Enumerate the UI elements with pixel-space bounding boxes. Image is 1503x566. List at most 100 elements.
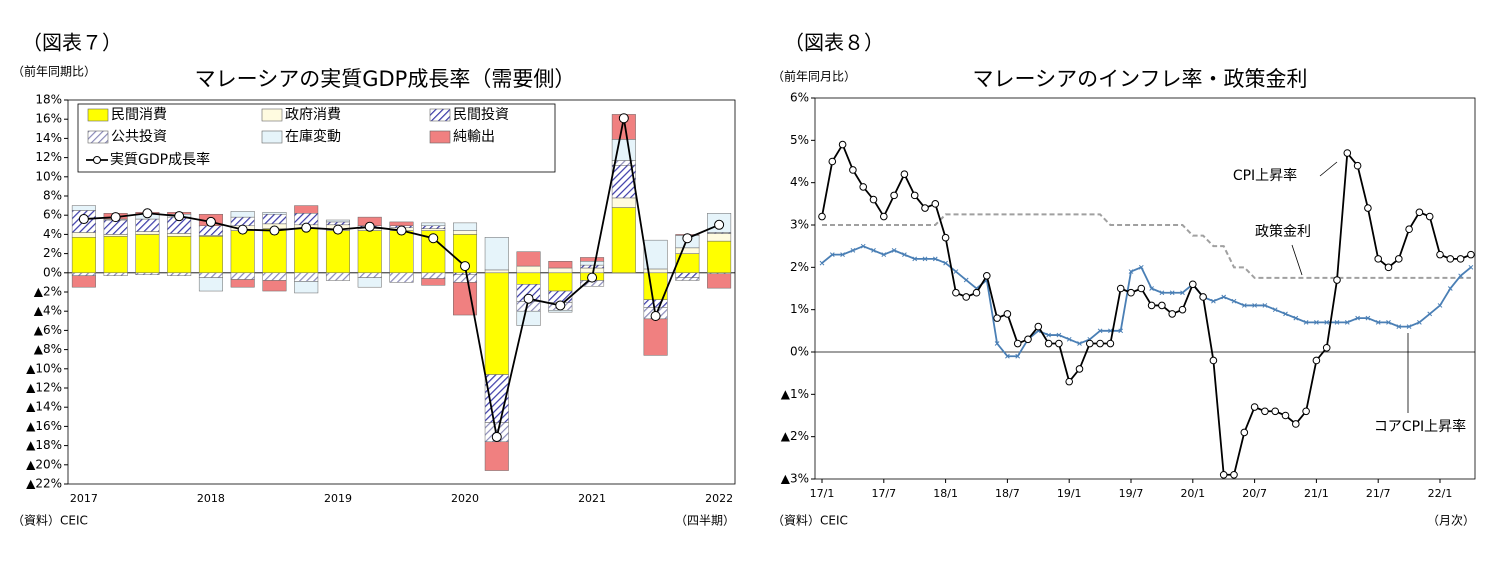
x-axis-label: （四半期） (675, 514, 735, 528)
x-tick-label: 19/1 (1057, 487, 1082, 500)
point-marker (1406, 324, 1412, 329)
point-marker (1446, 255, 1455, 263)
point-marker (859, 183, 868, 191)
bar-segment (516, 272, 541, 285)
point-marker (1024, 335, 1032, 344)
point-marker (1425, 212, 1434, 221)
y-tick-label: 5% (790, 133, 809, 147)
point-marker (1231, 298, 1237, 304)
point-marker (332, 224, 343, 235)
bar-segment (230, 272, 255, 280)
bar-segment (580, 267, 605, 274)
point-marker (142, 208, 153, 219)
bar-segment (325, 219, 350, 223)
point-marker (1396, 324, 1402, 329)
point-marker (1333, 276, 1341, 284)
point-marker (396, 225, 407, 236)
y-tick-label: 18% (35, 93, 62, 107)
bar-segment (230, 211, 255, 218)
series-line (821, 142, 1472, 476)
bar-segment (707, 240, 732, 274)
bar-segment (71, 272, 96, 276)
point-marker (952, 288, 960, 297)
point-marker (881, 252, 887, 257)
point-marker (921, 204, 929, 212)
y-tick-label: 1% (790, 302, 809, 316)
point-marker (880, 212, 888, 221)
point-marker (1384, 263, 1393, 272)
point-marker (1386, 320, 1391, 325)
bar-segment (103, 236, 128, 274)
point-marker (1467, 250, 1475, 259)
bar-segment (103, 219, 128, 235)
bar-segment (516, 310, 541, 326)
point-marker (1447, 286, 1453, 291)
legend-swatch (261, 108, 283, 122)
bar-segment (103, 234, 128, 237)
point-marker (1066, 336, 1072, 342)
point-marker (364, 221, 375, 232)
bar-segment (71, 237, 96, 274)
point-marker (618, 113, 629, 124)
bar-segment (611, 207, 636, 274)
point-marker (1374, 255, 1382, 263)
point-marker (491, 431, 502, 442)
bar-segment (548, 309, 573, 313)
point-marker (1427, 311, 1433, 317)
point-marker (850, 248, 856, 253)
point-marker (900, 170, 909, 178)
legend-swatch (429, 130, 451, 144)
bar-segment (453, 222, 478, 231)
bar-segment (421, 272, 446, 279)
y-tick-label: 12% (35, 150, 62, 164)
point-marker (983, 272, 991, 280)
x-tick-label: 2020 (451, 492, 479, 505)
bar-segment (325, 272, 350, 281)
point-marker (1055, 339, 1063, 348)
point-marker (1106, 339, 1115, 348)
series-annotation: コアCPI上昇率 (1374, 418, 1466, 435)
x-tick-label: 17/1 (810, 487, 835, 500)
point-marker (1324, 320, 1330, 325)
point-marker (1178, 305, 1187, 314)
x-tick-label: 20/1 (1180, 487, 1205, 500)
point-marker (555, 300, 566, 311)
bar-segment (325, 230, 350, 274)
point-marker (1211, 298, 1216, 304)
point-marker (1322, 343, 1331, 352)
point-marker (1003, 310, 1012, 318)
point-marker (714, 219, 725, 230)
point-marker (871, 248, 876, 253)
x-axis-label: （月次） (1427, 514, 1475, 528)
bar-segment (198, 236, 223, 274)
source: （資料）CEIC (772, 514, 848, 528)
point-marker (1034, 322, 1043, 331)
point-marker (1302, 407, 1310, 416)
y-tick-label: 2% (790, 260, 809, 274)
point-marker (838, 140, 847, 149)
bar-segment (230, 216, 255, 227)
point-marker (932, 256, 938, 262)
y-tick-label: 2% (43, 246, 62, 260)
bar-segment (325, 221, 350, 226)
point-marker (1344, 320, 1350, 325)
point-marker (953, 269, 959, 274)
point-marker (1065, 377, 1073, 386)
point-marker (963, 277, 969, 283)
point-marker (1365, 315, 1371, 321)
x-tick-label: 18/1 (933, 487, 958, 500)
annotation-arrow (1291, 244, 1303, 276)
point-marker (523, 293, 534, 304)
bar-segment (167, 272, 192, 276)
bar-segment (389, 221, 414, 227)
bar-segment (167, 236, 192, 274)
bar-segment (389, 272, 414, 283)
bar-segment (71, 205, 96, 211)
bar-segment (453, 282, 478, 316)
point-marker (1458, 273, 1463, 279)
y-tick-label: 8% (43, 189, 62, 203)
bar-segment (135, 272, 160, 275)
point-marker (1159, 290, 1165, 296)
point-marker (1044, 339, 1053, 348)
point-marker (941, 233, 950, 242)
